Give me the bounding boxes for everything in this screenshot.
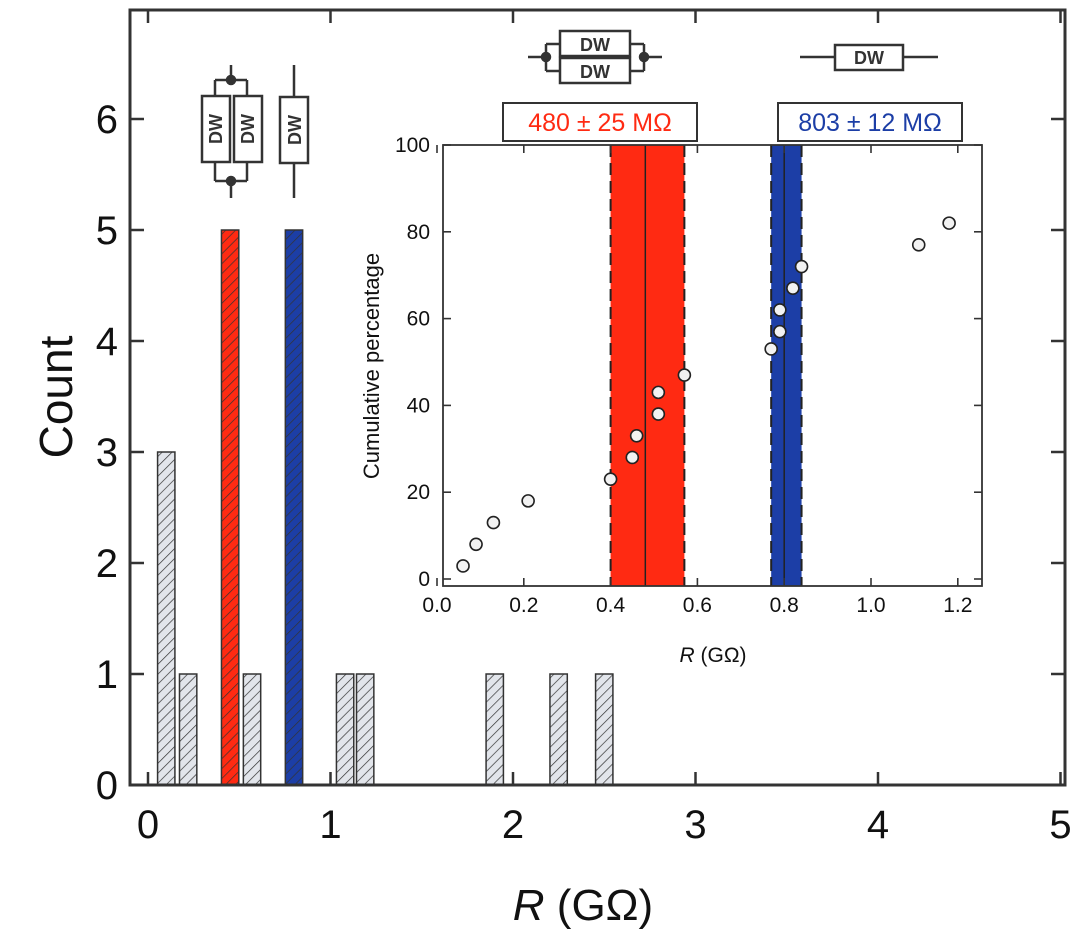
data-point [773, 324, 787, 339]
bar-hatch [549, 673, 569, 786]
main-plot-frame [128, 8, 1067, 787]
data-point [603, 472, 618, 486]
inset-bands [609, 145, 803, 586]
bar-hatch [220, 229, 240, 786]
data-point [794, 259, 809, 274]
main-ticks: 0 1 2 3 4 5 0 1 2 3 4 5 6 [96, 10, 1072, 847]
parallel-dw-schematic-top [528, 29, 662, 85]
inset-x-tick-label: 0.2 [509, 594, 538, 617]
inset-x-tick-label: 0.8 [770, 594, 799, 617]
inset-y-tick-label: 100 [395, 134, 430, 157]
inset-x-tick-label: 1.2 [943, 594, 972, 617]
bar-hatch [156, 451, 176, 786]
bar-hatch [485, 673, 505, 786]
inset-y-tick-label: 60 [407, 308, 430, 331]
dw-label: DW [580, 35, 610, 55]
bar-hatch [355, 673, 375, 786]
parallel-dw-schematic-left [200, 65, 264, 198]
bar-hatch [242, 673, 262, 786]
dw-label: DW [285, 115, 305, 145]
data-point [786, 281, 800, 296]
inset-background [443, 145, 982, 586]
inset-ticks: 0.0 0.2 0.4 0.6 0.8 1.0 1.2 0 20 40 60 80 100 [395, 134, 982, 617]
single-dw-value-label: 803 ± 12 MΩ [798, 109, 942, 137]
data-point [677, 368, 692, 382]
data-point [456, 559, 470, 573]
inset-y-tick-label: 0 [418, 568, 430, 591]
data-point [942, 216, 956, 230]
other-bar [242, 673, 262, 786]
inset-x-tick-label: 0.6 [683, 594, 712, 617]
data-point [469, 537, 483, 552]
bar-hatch [284, 229, 304, 786]
bar-hatch [178, 673, 198, 786]
band-fill [771, 145, 802, 586]
y-tick-label: 2 [96, 542, 118, 586]
y-tick-label: 1 [96, 653, 118, 697]
other-bar [355, 673, 375, 786]
inset-x-tick-label: 0.4 [596, 594, 626, 617]
x-tick-label: 3 [684, 803, 706, 847]
inset-y-tick-label: 40 [407, 394, 430, 417]
main-x-axis-label: R (GΩ) [513, 881, 653, 930]
other-bar [594, 673, 614, 786]
double-band [609, 145, 686, 586]
y-tick-label: 4 [96, 320, 118, 364]
dw-label: DW [854, 48, 884, 68]
other-bar [485, 673, 505, 786]
double-bar [220, 229, 240, 786]
x-tick-label: 4 [867, 803, 889, 847]
x-tick-label: 1 [319, 803, 341, 847]
data-point [486, 515, 501, 530]
y-tick-label: 0 [96, 764, 118, 808]
data-point [911, 238, 926, 252]
data-point [651, 385, 666, 400]
bar-hatch [594, 673, 614, 786]
inset-y-tick-label: 80 [407, 221, 430, 244]
other-bar [335, 673, 355, 786]
x-tick-label: 2 [502, 803, 524, 847]
x-tick-label: 0 [137, 803, 159, 847]
data-point [521, 494, 535, 508]
inset-y-tick-label: 20 [407, 481, 430, 504]
single-dw-value-box: 803 ± 12 MΩ [777, 102, 963, 142]
dw-label: DW [238, 114, 258, 144]
single-dw-schematic-left [278, 65, 310, 198]
main-bars [156, 229, 614, 786]
y-tick-label: 3 [96, 431, 118, 475]
inset-points [456, 216, 956, 573]
double-dw-value-label: 480 ± 25 MΩ [528, 109, 672, 137]
inset-x-tick-label: 0.0 [422, 594, 451, 617]
other-bar [156, 451, 176, 786]
band-fill [610, 145, 685, 586]
y-tick-label: 5 [96, 209, 118, 253]
data-point [625, 450, 640, 465]
data-point [629, 428, 644, 443]
x-tick-label: 5 [1049, 803, 1071, 847]
main-plot: 0 1 2 3 4 5 0 1 2 3 4 5 6 Count R (GΩ) [30, 8, 1072, 930]
inset-x-axis-label: R (GΩ) [679, 644, 746, 667]
y-tick-label: 6 [96, 98, 118, 142]
inset-plot-frame [442, 144, 983, 587]
data-point [764, 342, 778, 356]
data-point [773, 303, 787, 317]
main-y-axis-label: Count [30, 335, 82, 458]
double-dw-value-box: 480 ± 25 MΩ [502, 102, 698, 142]
single-band [770, 145, 803, 586]
other-bar [549, 673, 569, 786]
bar-hatch [335, 673, 355, 786]
single-dw-schematic-top [800, 43, 938, 72]
inset-plot: 0.0 0.2 0.4 0.6 0.8 1.0 1.2 0 20 40 60 80 100 Cumula… [359, 134, 983, 667]
inset-y-axis-label: Cumulative percentage [359, 253, 384, 479]
other-bar [178, 673, 198, 786]
data-point [651, 407, 666, 421]
dw-label: DW [206, 114, 226, 144]
single-bar [284, 229, 304, 786]
inset-x-tick-label: 1.0 [856, 594, 885, 617]
dw-label: DW [580, 62, 610, 82]
